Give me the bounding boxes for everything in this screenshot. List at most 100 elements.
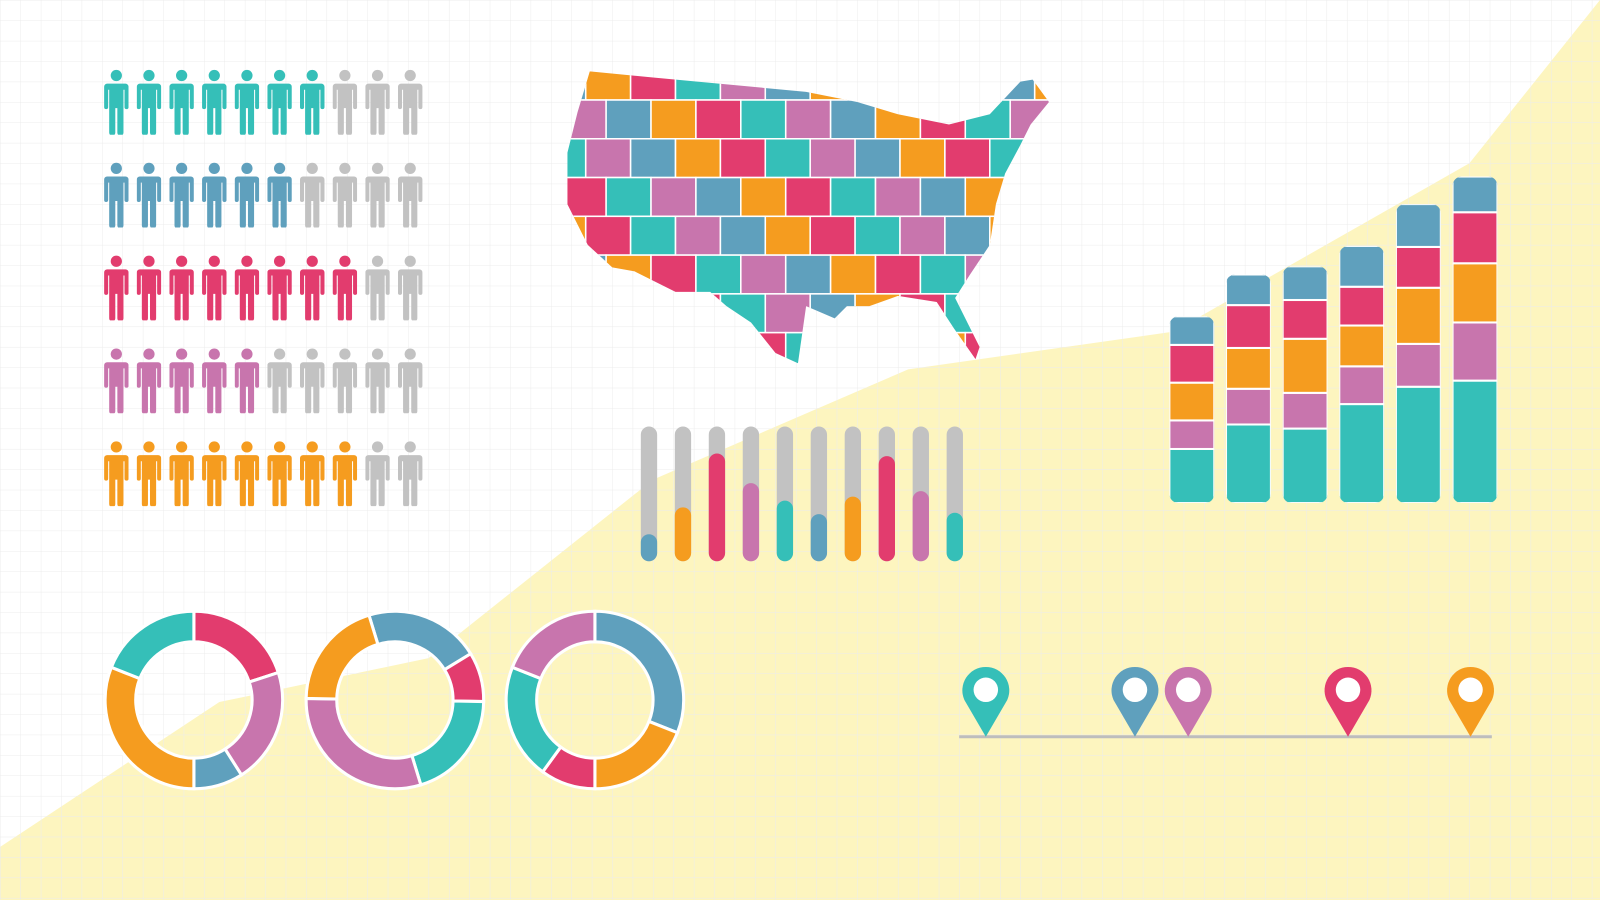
bar-segment (1226, 387, 1271, 426)
map-state (584, 138, 632, 179)
progress-fill (810, 514, 828, 562)
bar-segment (1395, 342, 1441, 388)
map-pin-hole (1175, 677, 1201, 703)
map-state (650, 176, 697, 218)
map-state (899, 215, 946, 256)
bar-segment (1452, 262, 1498, 324)
bar-segment (1395, 245, 1441, 289)
stacked-bar-chart (1169, 176, 1498, 504)
stacked-bar (1226, 274, 1271, 504)
map-state (784, 254, 832, 295)
map-state (695, 176, 742, 218)
map-state (740, 254, 787, 295)
map-state (719, 138, 767, 179)
map-state (695, 99, 742, 140)
map-state (650, 99, 697, 140)
bar-segment (1226, 346, 1271, 390)
bar-segment (1339, 365, 1385, 406)
progress-fill (640, 534, 658, 562)
bar-segments (1226, 274, 1271, 504)
stacked-bar (1282, 266, 1328, 504)
bar-segment (1395, 204, 1441, 248)
donut-charts (103, 609, 686, 791)
map-state (629, 138, 677, 179)
donut-slice (510, 609, 597, 681)
map-state (605, 99, 652, 140)
stacked-bar (1169, 316, 1215, 504)
map-state (829, 99, 877, 140)
bar-segment (1169, 447, 1215, 504)
bar-segment (1339, 245, 1385, 288)
bar-segment (1169, 343, 1215, 384)
bar-segment (1226, 423, 1271, 504)
map-state (695, 254, 742, 295)
progress-fill (742, 483, 760, 562)
bar-segments (1452, 176, 1498, 504)
map-state (784, 176, 832, 218)
bar-segments (1282, 266, 1328, 504)
map-state (764, 138, 811, 179)
bar-segment (1452, 379, 1498, 504)
progress-fill (878, 456, 895, 562)
map-state (944, 215, 991, 256)
map-state (809, 215, 856, 256)
map-state (874, 176, 922, 218)
map-state (674, 138, 722, 179)
bar-segment (1169, 419, 1215, 450)
bar-segment (1452, 211, 1498, 265)
bar-segment (1339, 324, 1385, 368)
map-state (944, 138, 991, 179)
bar-segment (1395, 385, 1441, 504)
map-state (584, 215, 632, 256)
progress-fill (776, 500, 794, 562)
map-state (919, 254, 967, 295)
map-state (829, 176, 877, 218)
donut-slice (593, 609, 686, 735)
bar-segments (1169, 316, 1215, 504)
progress-track (640, 426, 658, 562)
map-state (784, 99, 832, 140)
bar-segment (1395, 286, 1441, 345)
bar-segments (1395, 204, 1441, 504)
bar-segment (1282, 266, 1328, 302)
bar-segment (1226, 304, 1271, 349)
map-state (629, 215, 677, 256)
stacked-bar (1452, 176, 1498, 504)
map-pin-hole (1458, 677, 1483, 703)
stacked-bar (1339, 245, 1385, 504)
donut-slice (109, 609, 196, 681)
stacked-bar (1395, 204, 1441, 504)
bar-segment (1169, 316, 1215, 346)
bar-segment (1226, 274, 1271, 307)
bar-segments (1339, 245, 1385, 504)
map-state (674, 215, 722, 256)
bar-segment (1452, 321, 1498, 382)
map-pin-hole (973, 677, 999, 703)
map-state (809, 138, 856, 179)
map-pin-hole (1122, 677, 1148, 703)
bar-segment (1282, 427, 1328, 504)
map-pin-hole (1335, 677, 1361, 703)
map-state (764, 215, 811, 256)
progress-fill (946, 512, 963, 562)
map-state (764, 293, 811, 334)
bar-segment (1339, 403, 1385, 504)
bar-segment (1339, 285, 1385, 327)
map-state (899, 138, 946, 179)
map-state (740, 99, 787, 140)
bar-segment (1452, 176, 1498, 214)
map-state (854, 215, 901, 256)
bar-segment (1282, 298, 1328, 340)
map-state (740, 176, 787, 218)
progress-fill (674, 507, 692, 562)
map-state (874, 254, 922, 295)
map-state (829, 254, 877, 295)
pin-timeline (959, 666, 1494, 739)
bar-segment (1282, 391, 1328, 430)
map-state (919, 176, 967, 218)
donut-slice (103, 665, 196, 791)
progress-fill (844, 496, 862, 562)
progress-fill (708, 453, 726, 562)
progress-fill (912, 491, 929, 562)
